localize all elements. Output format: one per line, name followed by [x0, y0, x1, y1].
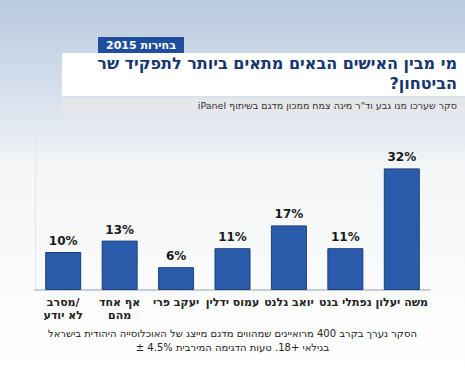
svg-text:נפתלי בנט: נפתלי בנט: [319, 296, 372, 309]
svg-text:יואב גלנט: יואב גלנט: [264, 296, 314, 309]
svg-text:17%: 17%: [275, 207, 304, 221]
svg-text:לא יודע: לא יודע: [44, 309, 83, 322]
html-text:מי מבין האישים הבאים מתאים ביו: מי מבין האישים הבאים מתאים ביותר לתפקיד …: [97, 54, 457, 93]
svg-text:מסרב/: מסרב/: [47, 296, 81, 309]
svg-text:אף אחד: אף אחד: [99, 296, 140, 309]
svg-text:משה יעלון: משה יעלון: [376, 296, 428, 309]
svg-text:עמוס ידלין: עמוס ידלין: [206, 296, 260, 309]
svg-text:יעקב פרי: יעקב פרי: [153, 296, 199, 309]
svg-text:13%: 13%: [105, 223, 134, 237]
svg-text:11%: 11%: [331, 230, 360, 244]
svg-text:מהם: מהם: [108, 309, 131, 322]
html-text:בחירות 2015: בחירות 2015: [106, 39, 176, 52]
svg-text:6%: 6%: [166, 249, 186, 263]
html-text:סקר שערכו מנו גבע וד"ר מינה צמ: סקר שערכו מנו גבע וד"ר מינה צמח ממכון מד…: [197, 100, 457, 111]
svg-text:10%: 10%: [49, 234, 78, 248]
svg-text:32%: 32%: [387, 150, 416, 164]
svg-text:11%: 11%: [218, 230, 247, 244]
html-text:הסקר נערך בקרב 400 מרואיינים ש: הסקר נערך בקרב 400 מרואיינים שמהווים מדג…: [48, 328, 417, 353]
